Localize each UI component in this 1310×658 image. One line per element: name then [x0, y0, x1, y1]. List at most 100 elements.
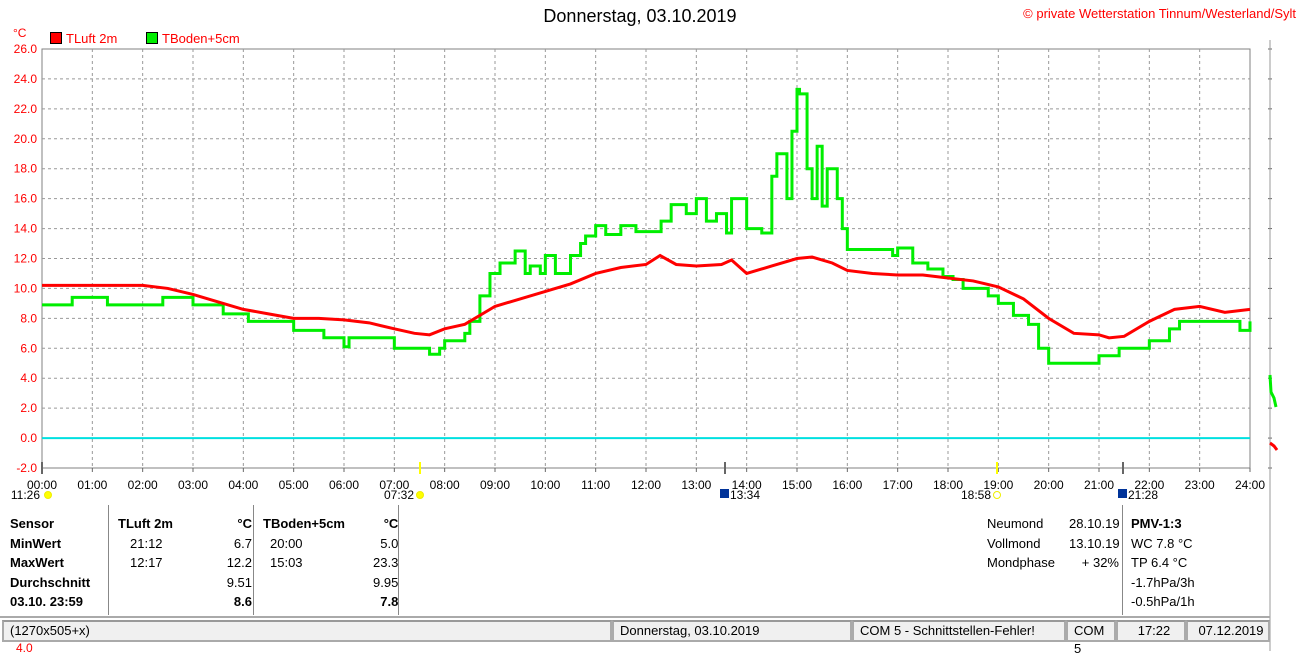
- moon-value: 28.10.19: [1069, 516, 1120, 531]
- status-time: 17:22: [1116, 620, 1186, 642]
- tluft-value: 6.7: [233, 535, 252, 551]
- tluft-value: 8.6: [233, 594, 252, 610]
- tluft-value: 12.2: [226, 555, 252, 571]
- series-line-tboden: [42, 87, 1252, 365]
- sunset-icon: [993, 491, 1001, 499]
- legend-tboden: TBoden+5cm: [146, 31, 240, 46]
- stats-table: Sensor TLuft 2m °C TBoden+5cm °C MinWert…: [10, 514, 398, 612]
- x-tick-label: 12:00: [631, 478, 661, 492]
- header-tboden: TBoden+5cm: [263, 516, 345, 532]
- row-label: MinWert: [10, 535, 62, 551]
- y-tick-label: 8.0: [20, 311, 37, 325]
- status-port: COM 5: [1066, 620, 1116, 656]
- dewpoint: TP 6.4 °C: [1131, 555, 1188, 570]
- x-tick-label: 20:00: [1034, 478, 1064, 492]
- status-error: COM 5 - Schnittstellen-Fehler!: [852, 620, 1066, 642]
- x-tick-label: 17:00: [883, 478, 913, 492]
- row-label: Durchschnitt: [10, 574, 91, 590]
- y-tick-label: 10.0: [14, 281, 38, 295]
- tluft-time: [118, 573, 218, 593]
- legend-swatch-green: [146, 32, 158, 44]
- x-tick-label: 10:00: [530, 478, 560, 492]
- y-tick-label: 2.0: [20, 401, 37, 415]
- status-size: (1270x505+x): [2, 620, 612, 642]
- chart-title: Donnerstag, 03.10.2019: [543, 6, 737, 26]
- header-sensor: Sensor: [10, 516, 55, 532]
- tboden-time: [252, 592, 373, 612]
- table-row: Durchschnitt 9.51 9.95: [10, 573, 398, 593]
- x-tick-label: 01:00: [77, 478, 107, 492]
- marker-time: 13:34: [730, 488, 760, 502]
- x-tick-label: 23:00: [1185, 478, 1215, 492]
- moonset-icon: [44, 491, 52, 499]
- moon-row: Vollmond 13.10.19: [987, 534, 1120, 554]
- tluft-time: [118, 592, 218, 612]
- x-tick-label: 09:00: [480, 478, 510, 492]
- x-tick-label: 04:00: [228, 478, 258, 492]
- pressure-trend-1h: -0.5hPa/1h: [1131, 594, 1195, 609]
- legend-swatch-red: [50, 32, 62, 44]
- header-unit: °C: [237, 516, 252, 532]
- y-tick-label: 14.0: [14, 222, 38, 236]
- tboden-time: 20:00: [270, 535, 303, 551]
- moon-value: + 32%: [1081, 555, 1119, 570]
- table-row: MinWert 21:12 6.7 20:00 5.0: [10, 534, 398, 554]
- x-tick-label: 22:00: [1134, 478, 1164, 492]
- table-row: 03.10. 23:59 8.6 7.8: [10, 592, 398, 612]
- x-tick-label: 02:00: [128, 478, 158, 492]
- moon-info: Neumond 28.10.19 Vollmond 13.10.19 Mondphase…: [987, 514, 1120, 573]
- legend-label: TLuft 2m: [66, 31, 118, 46]
- marker-time: 18:58: [961, 488, 991, 502]
- marker-time: 07:32: [384, 488, 414, 502]
- moon-label: Mondphase: [987, 555, 1055, 570]
- legend-tluft: TLuft 2m: [50, 31, 117, 46]
- next-series-tboden: [1268, 374, 1278, 408]
- y-tick-label: 22.0: [14, 102, 38, 116]
- windchill: WC 7.8 °C: [1131, 535, 1193, 551]
- header-unit: °C: [383, 516, 399, 532]
- tboden-value: 9.95: [373, 574, 399, 590]
- tboden-value: 5.0: [380, 535, 399, 551]
- moon-row: Mondphase + 32%: [987, 553, 1119, 573]
- x-tick-label: 14:00: [732, 478, 762, 492]
- pressure-trend-3h: -1.7hPa/3h: [1131, 574, 1195, 590]
- moon-label: Vollmond: [987, 535, 1041, 551]
- tluft-time: 12:17: [130, 555, 163, 571]
- tboden-time: 15:03: [270, 555, 303, 571]
- moon-row: Neumond 28.10.19: [987, 514, 1120, 534]
- tboden-value: 23.3: [373, 555, 399, 571]
- x-tick-label: 16:00: [832, 478, 862, 492]
- tboden-time: [252, 573, 373, 593]
- y-axis-unit: °C: [13, 26, 27, 40]
- x-tick-label: 03:00: [178, 478, 208, 492]
- sunrise-icon: [416, 491, 424, 499]
- y-tick-label: 4.0: [20, 371, 37, 385]
- y-tick-label: 26.0: [14, 42, 38, 56]
- x-tick-label: 07:00: [379, 478, 409, 492]
- x-tick-label: 21:00: [1084, 478, 1114, 492]
- extra-info: PMV-1:3 WC 7.8 °C TP 6.4 °C -1.7hPa/3h -…: [1131, 514, 1195, 612]
- x-tick-label: 15:00: [782, 478, 812, 492]
- marker-time: 21:28: [1128, 488, 1158, 502]
- x-tick-label: 13:00: [681, 478, 711, 492]
- x-tick-label: 24:00: [1235, 478, 1265, 492]
- y-tick-label: 16.0: [14, 192, 38, 206]
- x-tick-label: 11:00: [581, 478, 610, 492]
- series-line-tluft: [42, 253, 1251, 340]
- y-tick-label: 20.0: [14, 132, 38, 146]
- legend-label: TBoden+5cm: [162, 31, 240, 46]
- y-tick-label: 18.0: [14, 162, 38, 176]
- tluft-value: 9.51: [226, 574, 252, 590]
- x-tick-label: 08:00: [430, 478, 460, 492]
- x-tick-label: 19:00: [983, 478, 1013, 492]
- y-tick-label: 6.0: [20, 341, 37, 355]
- x-tick-label: 06:00: [329, 478, 359, 492]
- status-date: Donnerstag, 03.10.2019: [612, 620, 852, 642]
- moonrise-icon: [720, 489, 729, 498]
- y-tick-label: 12.0: [14, 252, 38, 266]
- tluft-time: 21:12: [130, 535, 163, 551]
- y-tick-label: -2.0: [16, 461, 37, 475]
- moon-value: 13.10.19: [1069, 535, 1120, 551]
- marker-time: 11:26: [11, 488, 40, 502]
